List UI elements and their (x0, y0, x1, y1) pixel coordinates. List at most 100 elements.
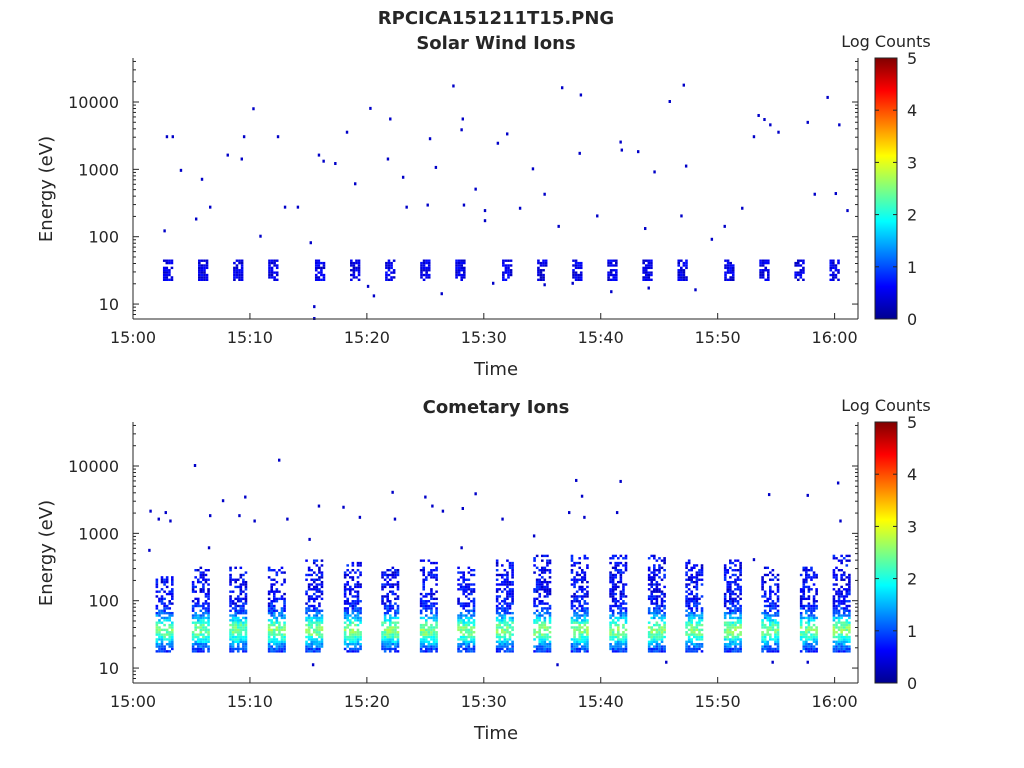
heatmap-cell (840, 561, 843, 565)
heatmap-cell (614, 621, 618, 624)
heatmap-cell (736, 635, 740, 639)
heatmap-cell (810, 588, 813, 591)
colorbar-label: Log Counts (841, 396, 931, 415)
heatmap-cell (575, 619, 579, 622)
heatmap-cell (422, 266, 426, 270)
heatmap-cell (455, 266, 458, 270)
heatmap-cell (229, 647, 232, 651)
heatmap-cell (343, 573, 347, 577)
heatmap-cell (835, 623, 838, 627)
heatmap-cell (283, 607, 286, 610)
heatmap-cell (723, 604, 727, 608)
heatmap-cell (739, 566, 742, 570)
heatmap-cell (318, 633, 321, 636)
heatmap-cell (685, 561, 688, 565)
heatmap-cell (726, 266, 730, 270)
heatmap-cell (842, 626, 846, 629)
heatmap-cell (837, 638, 841, 641)
heatmap-cell (508, 626, 512, 629)
heatmap-cell (320, 573, 324, 577)
heatmap-cell (624, 619, 628, 622)
heatmap-cell (501, 614, 504, 617)
heatmap-cell (351, 609, 355, 612)
heatmap-cell (203, 271, 206, 274)
heatmap-cell (242, 638, 245, 641)
heatmap-cell (693, 642, 696, 646)
heatmap-cell (655, 631, 659, 634)
heatmap-cell (383, 578, 387, 581)
heatmap-cell (430, 633, 433, 636)
heatmap-cell (583, 616, 587, 620)
heatmap-cell (390, 261, 393, 265)
heatmap-cell (467, 642, 471, 646)
heatmap-cell (435, 590, 438, 593)
heatmap-cell (774, 619, 777, 622)
heatmap-cell (655, 609, 659, 612)
heatmap-cell (501, 604, 504, 608)
heatmap-cell (687, 628, 691, 632)
heatmap-cell (168, 619, 172, 622)
heatmap-cell (829, 264, 833, 267)
heatmap-cell (275, 633, 279, 636)
heatmap-cell (802, 269, 805, 272)
heatmap-cell (736, 559, 740, 562)
heatmap-cell (160, 647, 164, 651)
heatmap-cell (200, 266, 204, 270)
heatmap-cell (508, 647, 512, 651)
heatmap-cell (840, 576, 843, 579)
heatmap-cell (275, 273, 279, 277)
heatmap-cell (244, 621, 248, 624)
heatmap-cell (535, 650, 539, 653)
heatmap-cell (422, 642, 426, 646)
heatmap-cell (653, 564, 656, 567)
heatmap-cell (690, 573, 694, 577)
heatmap-cell (812, 640, 816, 643)
heatmap-cell (158, 645, 161, 648)
heatmap-cell (832, 557, 836, 560)
heatmap-cell (540, 633, 544, 636)
heatmap-cell (310, 569, 313, 572)
heatmap-cell (267, 569, 271, 572)
heatmap-cell (283, 645, 286, 648)
heatmap-cell (573, 611, 576, 615)
heatmap-cell (731, 640, 735, 643)
heatmap-cell (660, 597, 664, 601)
heatmap-cell (508, 638, 512, 641)
heatmap-cell (270, 640, 273, 643)
heatmap-point (171, 135, 174, 139)
heatmap-cell (467, 571, 471, 574)
heatmap-cell (312, 614, 316, 617)
heatmap-cell (315, 611, 319, 615)
heatmap-cell (573, 626, 576, 629)
heatmap-cell (272, 638, 276, 641)
heatmap-cell (506, 578, 509, 581)
heatmap-cell (723, 616, 727, 620)
heatmap-cell (842, 611, 846, 615)
heatmap-cell (650, 278, 653, 281)
heatmap-cell (270, 638, 273, 641)
heatmap-cell (837, 650, 841, 653)
heatmap-cell (535, 585, 539, 589)
heatmap-cell (270, 619, 273, 622)
heatmap-cell (394, 611, 397, 615)
heatmap-cell (578, 604, 582, 608)
heatmap-cell (700, 645, 704, 648)
heatmap-cell (394, 647, 397, 651)
heatmap-cell (194, 647, 197, 651)
heatmap-point (283, 205, 287, 209)
heatmap-cell (162, 259, 166, 262)
heatmap-cell (359, 616, 362, 620)
heatmap-cell (845, 604, 849, 608)
heatmap-cell (832, 650, 836, 653)
heatmap-cell (267, 597, 271, 601)
heatmap-cell (470, 609, 473, 612)
heatmap-cell (204, 642, 208, 646)
heatmap-cell (619, 645, 623, 648)
heatmap-cell (424, 623, 428, 627)
heatmap-cell (386, 626, 389, 629)
heatmap-cell (312, 597, 316, 601)
heatmap-cell (307, 628, 311, 632)
heatmap-cell (388, 635, 392, 639)
heatmap-cell (739, 647, 742, 651)
heatmap-cell (726, 571, 730, 574)
